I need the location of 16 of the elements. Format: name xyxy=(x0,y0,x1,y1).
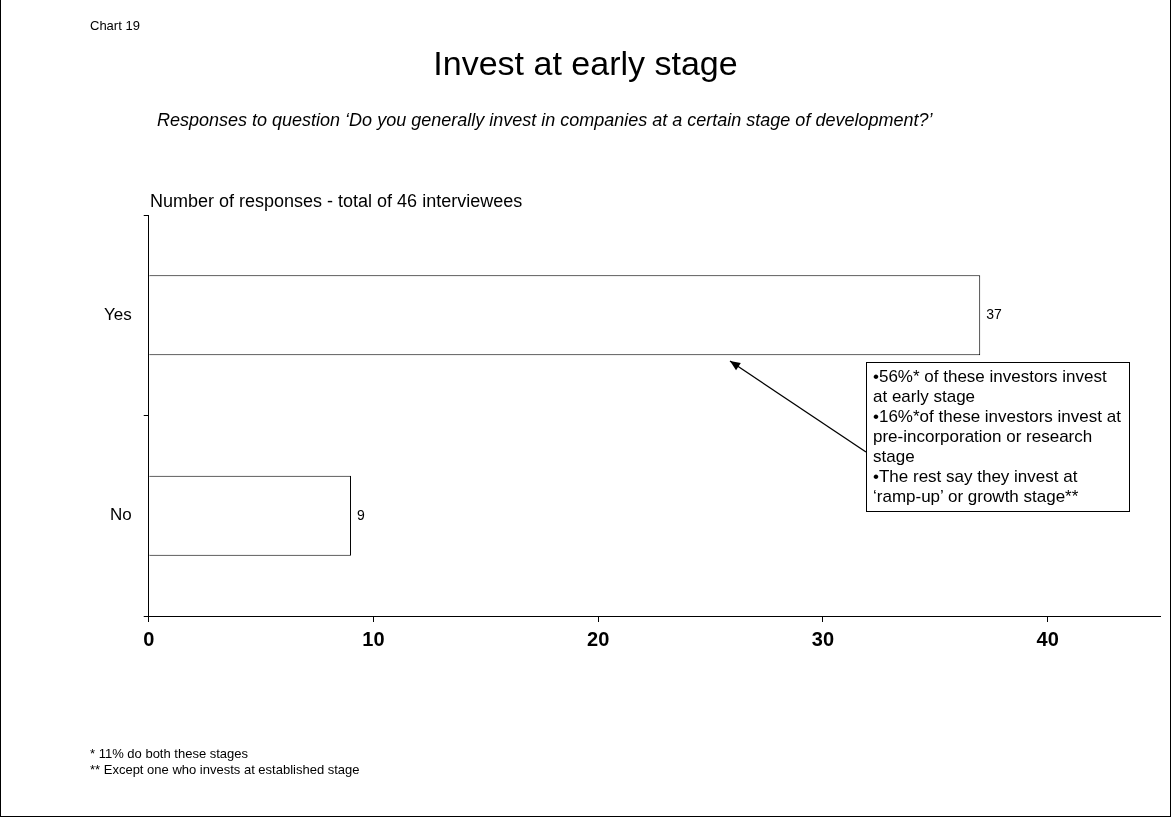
x-tick-label: 0 xyxy=(143,627,155,650)
x-tick-label: 10 xyxy=(362,627,385,650)
text: Number of responses - total of 46 interviewees xyxy=(150,191,523,212)
x-tick-label: 40 xyxy=(1036,627,1059,650)
callout-box: •56%* of these investors invest at early stage •16%*of these investors invest at pre-incorporation or research stage •The rest say they invest at ‘ramp-up’ or growth stage** xyxy=(866,362,1130,512)
y-tick-label: Yes xyxy=(104,304,132,324)
text: * 11% do both these stages xyxy=(90,746,249,761)
y-tick-label: No xyxy=(110,505,132,525)
caption: Chart 19 xyxy=(90,18,140,33)
data-label: 37 xyxy=(986,306,1003,323)
chart-title: Invest at early stage xyxy=(432,44,739,83)
chart-subtitle: Responses to question ‘Do you generally invest in companies at a certain stage of development?’ xyxy=(157,110,934,131)
text: ** Except one who invests at established stage xyxy=(90,762,360,777)
data-label: 9 xyxy=(356,506,365,523)
x-tick-label: 20 xyxy=(587,627,610,650)
x-tick-label: 30 xyxy=(811,627,835,650)
